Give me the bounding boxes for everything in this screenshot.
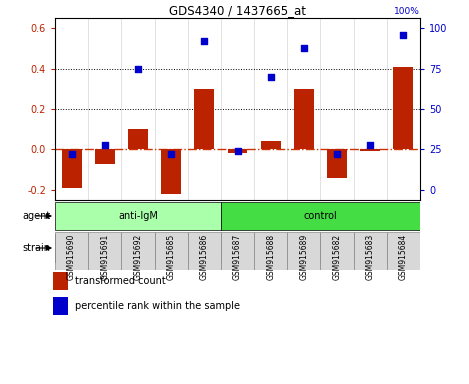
Text: NOD: NOD bbox=[359, 243, 382, 253]
Bar bbox=[320, 233, 420, 262]
Text: GSM915692: GSM915692 bbox=[134, 234, 143, 280]
Bar bbox=[88, 232, 121, 270]
Text: agent: agent bbox=[22, 211, 50, 221]
Bar bbox=[221, 202, 420, 230]
Point bbox=[167, 151, 175, 157]
Bar bbox=[227, 149, 248, 154]
Bar bbox=[155, 233, 221, 262]
Bar bbox=[294, 89, 314, 149]
Text: 100%: 100% bbox=[394, 7, 420, 16]
Point bbox=[134, 66, 142, 72]
Text: GSM915689: GSM915689 bbox=[299, 234, 308, 280]
Bar bbox=[327, 149, 347, 178]
Bar bbox=[161, 149, 181, 194]
Bar bbox=[55, 232, 88, 270]
Text: transformed count: transformed count bbox=[76, 276, 166, 286]
Bar bbox=[287, 232, 320, 270]
Bar bbox=[393, 66, 413, 149]
Text: anti-IgM: anti-IgM bbox=[118, 211, 158, 221]
Bar bbox=[387, 232, 420, 270]
Point bbox=[366, 142, 374, 148]
Text: GSM915688: GSM915688 bbox=[266, 234, 275, 280]
Text: GSM915690: GSM915690 bbox=[67, 234, 76, 280]
Bar bbox=[194, 89, 214, 149]
Point bbox=[201, 38, 208, 44]
Text: control: control bbox=[303, 211, 337, 221]
Point bbox=[300, 45, 308, 51]
Bar bbox=[221, 232, 254, 270]
Point bbox=[333, 151, 341, 157]
Text: NR4: NR4 bbox=[95, 243, 115, 253]
Bar bbox=[61, 149, 82, 188]
Bar bbox=[320, 232, 354, 270]
Bar bbox=[121, 232, 155, 270]
Text: GSM915683: GSM915683 bbox=[366, 234, 375, 280]
Text: NR4: NR4 bbox=[260, 243, 281, 253]
Text: NOD: NOD bbox=[176, 243, 199, 253]
Bar bbox=[53, 272, 68, 290]
Text: GSM915682: GSM915682 bbox=[333, 234, 341, 280]
Bar bbox=[95, 149, 115, 164]
Text: GSM915685: GSM915685 bbox=[166, 234, 175, 280]
Bar bbox=[53, 297, 68, 314]
Text: GSM915686: GSM915686 bbox=[200, 234, 209, 280]
Text: percentile rank within the sample: percentile rank within the sample bbox=[76, 301, 240, 311]
Point bbox=[101, 142, 108, 148]
Text: GSM915684: GSM915684 bbox=[399, 234, 408, 280]
Point bbox=[68, 151, 76, 157]
Bar bbox=[221, 233, 320, 262]
Bar bbox=[128, 129, 148, 149]
Bar bbox=[254, 232, 287, 270]
Title: GDS4340 / 1437665_at: GDS4340 / 1437665_at bbox=[169, 4, 306, 17]
Bar bbox=[354, 232, 387, 270]
Bar bbox=[55, 202, 221, 230]
Bar bbox=[360, 149, 380, 151]
Bar bbox=[55, 233, 155, 262]
Bar bbox=[155, 232, 188, 270]
Text: GSM915687: GSM915687 bbox=[233, 234, 242, 280]
Text: strain: strain bbox=[23, 243, 50, 253]
Bar bbox=[188, 232, 221, 270]
Bar bbox=[261, 141, 280, 149]
Point bbox=[267, 74, 274, 80]
Point bbox=[400, 31, 407, 38]
Text: GSM915691: GSM915691 bbox=[100, 234, 109, 280]
Point bbox=[234, 148, 241, 154]
